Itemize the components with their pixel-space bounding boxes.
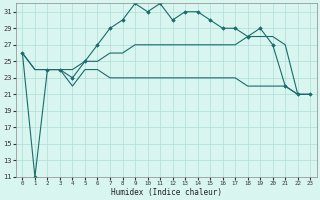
X-axis label: Humidex (Indice chaleur): Humidex (Indice chaleur) <box>111 188 222 197</box>
